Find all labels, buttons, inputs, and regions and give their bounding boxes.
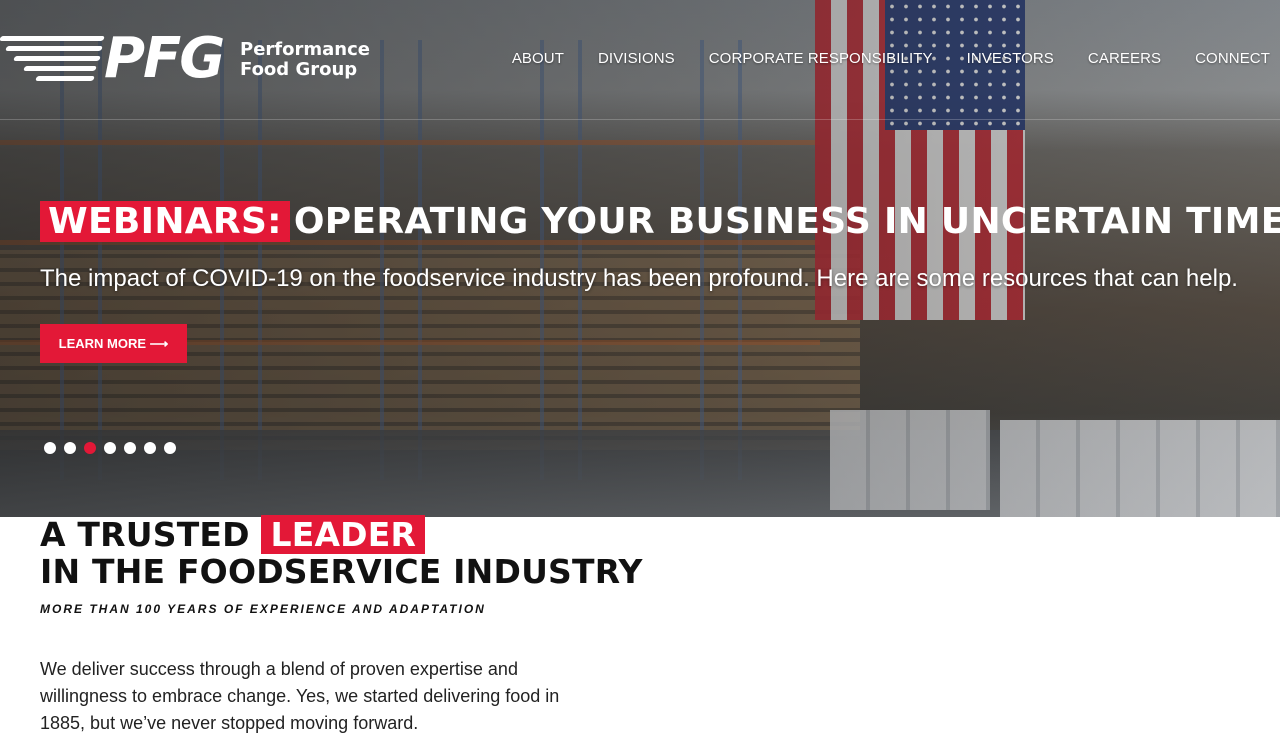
slide-headline: WEBINARS: OPERATING YOUR BUSINESS IN UNCE…: [40, 200, 1280, 244]
nav-corporate-responsibility[interactable]: CORPORATE RESPONSIBILITY: [708, 50, 933, 67]
site-header: PFG Performance Food Group ABOUT DIVISIO…: [0, 0, 1280, 120]
slide-headline-highlight: WEBINARS:: [40, 201, 290, 242]
logo-mark: PFG: [104, 26, 225, 91]
nav-investors[interactable]: INVESTORS: [966, 50, 1054, 67]
slider-dot[interactable]: [44, 442, 56, 454]
logo-name: Performance Food Group: [240, 40, 370, 80]
section-title-highlight: LEADER: [261, 515, 426, 554]
section-title: A TRUSTED LEADER IN THE FOODSERVICE INDU…: [40, 515, 680, 591]
logo-name-line2: Food Group: [240, 59, 358, 80]
slide-headline-rest: OPERATING YOUR BUSINESS IN UNCERTAIN TIM…: [293, 201, 1280, 242]
slider-dot[interactable]: [104, 442, 116, 454]
logo-speed-lines-icon: [0, 34, 110, 84]
section-title-line2: IN THE FOODSERVICE INDUSTRY: [40, 552, 643, 591]
slide-subheadline: The impact of COVID-19 on the foodservic…: [40, 265, 1238, 292]
section-title-prefix: A TRUSTED: [40, 515, 250, 554]
nav-about[interactable]: ABOUT: [511, 50, 564, 67]
slider-dot[interactable]: [64, 442, 76, 454]
hero-overlay: [0, 0, 1280, 517]
section-kicker: MORE THAN 100 YEARS OF EXPERIENCE AND AD…: [40, 602, 486, 616]
learn-more-button[interactable]: LEARN MORE ⟶: [40, 324, 187, 363]
slider-dot[interactable]: [144, 442, 156, 454]
hero-banner: [0, 0, 1280, 517]
main-nav: ABOUT DIVISIONS CORPORATE RESPONSIBILITY…: [478, 48, 1270, 70]
nav-connect[interactable]: CONNECT: [1195, 50, 1270, 67]
slider-dot[interactable]: [124, 442, 136, 454]
slider-dot[interactable]: [84, 442, 96, 454]
section-body: We deliver success through a blend of pr…: [40, 659, 560, 733]
pfg-logo[interactable]: PFG Performance Food Group: [0, 26, 370, 92]
nav-divisions[interactable]: DIVISIONS: [598, 50, 675, 67]
logo-name-line1: Performance: [240, 39, 370, 60]
slider-dot[interactable]: [164, 442, 176, 454]
nav-careers[interactable]: CAREERS: [1087, 50, 1162, 67]
slider-dots: [44, 442, 184, 454]
